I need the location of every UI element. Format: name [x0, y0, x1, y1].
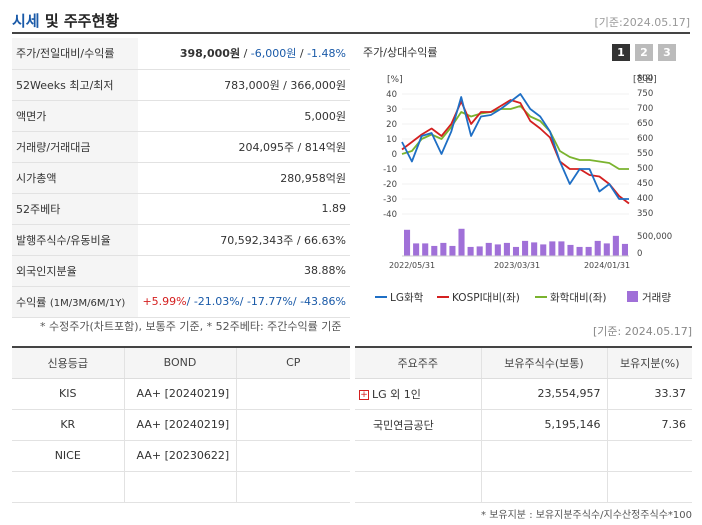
volume-bar	[585, 246, 592, 256]
left-tick-label: 40	[386, 90, 397, 100]
credit-header-row: 신용등급 BOND CP	[12, 346, 350, 379]
volume-bar	[603, 243, 610, 256]
volume-bar	[431, 245, 438, 256]
table-row: KR AA+ [20240219]	[12, 409, 350, 441]
volume-bar	[476, 246, 483, 256]
x-tick-label: 2022/05/31	[389, 261, 435, 270]
volume-bar	[494, 244, 501, 256]
series-line	[401, 99, 630, 205]
right-tick-label: 700	[637, 104, 653, 114]
chart-tab-3[interactable]: 3	[658, 44, 676, 61]
volume-row: 거래량/거래대금 204,095주 / 814억원	[12, 131, 350, 163]
right-tick-label: 500	[637, 164, 653, 174]
market-info-table: 주가/전일대비/수익률 398,000원 / -6,000원 / -1.48% …	[12, 38, 350, 318]
expand-plus-icon[interactable]: +	[359, 389, 369, 400]
holders-header-row: 주요주주 보유주식수(보통) 보유지분(%)	[355, 346, 692, 379]
w52-row: 52Weeks 최고/최저 783,000원 / 366,000원	[12, 69, 350, 101]
shareholder-base-date: [기준: 2024.05.17]	[592, 325, 692, 338]
left-tick-label: 0	[392, 150, 397, 160]
right-axis-unit: [천원]	[633, 74, 657, 85]
x-tick-label: 2023/03/31	[494, 261, 540, 270]
left-tick-label: -40	[383, 210, 397, 220]
left-tick-label: -30	[383, 195, 397, 205]
left-tick-label: 10	[386, 135, 397, 145]
table-row: KIS AA+ [20240219]	[12, 378, 350, 410]
info-footnote: * 수정주가(차트포함), 보통주 기준, * 52주베타: 주간수익률 기준	[40, 320, 342, 333]
volume-zero-label: 0	[637, 249, 642, 259]
volume-bar	[612, 235, 619, 256]
left-axis-unit: [%]	[387, 75, 403, 85]
volume-tick-label: 500,000	[637, 232, 672, 242]
table-row: NICE AA+ [20230622]	[12, 440, 350, 472]
volume-bar	[531, 242, 538, 256]
right-tick-label: 750	[637, 89, 653, 99]
par-row: 액면가 5,000원	[12, 100, 350, 132]
credit-rating-table: 신용등급 BOND CP KIS AA+ [20240219] KR AA+ [20…	[12, 346, 350, 503]
series-line	[401, 93, 629, 200]
volume-bar	[512, 246, 520, 256]
volume-bar	[540, 244, 547, 256]
left-tick-label: -20	[383, 180, 397, 190]
holders-footnote: * 보유지분 : 보유지분주식수/지수산정주식수*100	[481, 510, 692, 521]
table-row	[355, 440, 692, 472]
right-tick-label: 800	[637, 74, 653, 84]
price-chart: 주가/상대수익률 1 2 3 [%] [천원] 40 30 20 10 0 -10 -20 -30…	[357, 38, 690, 316]
table-row	[12, 471, 350, 503]
volume-bar	[485, 242, 492, 256]
section-header: 시세 및 주주현황 [기준:2024.05.17]	[12, 8, 690, 34]
major-shareholders-table: 주요주주 보유주식수(보통) 보유지분(%) + LG 외 1인 23,554,9…	[355, 346, 692, 503]
left-tick-label: -10	[383, 165, 397, 175]
foreign-row: 외국인지분율 38.88%	[12, 255, 350, 287]
section-title: 시세 및 주주현황	[12, 12, 120, 30]
legend-label: 거래량	[642, 292, 671, 304]
right-tick-label: 600	[637, 134, 653, 144]
right-tick-label: 450	[637, 179, 653, 189]
return-row: 수익률 (1M/3M/6M/1Y) +5.99%/ -21.03%/ -17.7…	[12, 286, 350, 318]
chart-tab-2[interactable]: 2	[635, 44, 653, 61]
left-tick-label: 20	[386, 120, 397, 130]
shares-row: 발행주식수/유동비율 70,592,343주 / 66.63%	[12, 224, 350, 256]
table-row: 국민연금공단 5,195,146 7.36	[355, 409, 692, 441]
right-tick-label: 550	[637, 149, 653, 159]
legend-swatch	[627, 291, 638, 302]
price-value: 398,000원 / -6,000원 / -1.48%	[138, 38, 350, 70]
legend-label: 화학대비(좌)	[550, 292, 607, 304]
chart-title: 주가/상대수익률	[363, 46, 438, 59]
volume-bar	[522, 240, 529, 256]
volume-bar	[576, 246, 583, 256]
right-tick-label: 650	[637, 119, 653, 129]
volume-bar	[458, 228, 465, 256]
legend-label: KOSPI대비(좌)	[452, 292, 520, 304]
right-tick-label: 400	[637, 194, 653, 204]
series-line	[401, 105, 629, 170]
volume-bar	[594, 240, 601, 256]
volume-bar	[440, 242, 447, 256]
volume-bar	[422, 243, 429, 256]
x-tick-label: 2024/01/31	[584, 261, 630, 270]
volume-bar	[449, 245, 456, 256]
chart-tab-1[interactable]: 1	[612, 44, 630, 61]
price-row: 주가/전일대비/수익률 398,000원 / -6,000원 / -1.48%	[12, 38, 350, 70]
volume-bar	[413, 243, 420, 256]
base-date: [기준:2024.05.17]	[594, 16, 690, 29]
right-tick-label: 350	[637, 209, 653, 219]
mcap-row: 시가총액 280,958억원	[12, 162, 350, 194]
table-row	[355, 471, 692, 503]
volume-bar	[558, 241, 565, 256]
table-row: + LG 외 1인 23,554,957 33.37	[355, 378, 692, 410]
volume-bar	[503, 242, 510, 256]
volume-bar	[621, 243, 628, 256]
chart-canvas: [%] [천원] 40 30 20 10 0 -10 -20 -30 -40 800 750 700 650…	[375, 74, 672, 304]
volume-bar	[567, 244, 574, 256]
volume-bar	[549, 241, 556, 256]
legend-label: LG화학	[390, 292, 424, 304]
beta-row: 52주베타 1.89	[12, 193, 350, 225]
price-label: 주가/전일대비/수익률	[12, 38, 138, 70]
volume-bar	[467, 246, 474, 256]
left-tick-label: 30	[386, 105, 397, 115]
volume-bar	[404, 229, 411, 256]
